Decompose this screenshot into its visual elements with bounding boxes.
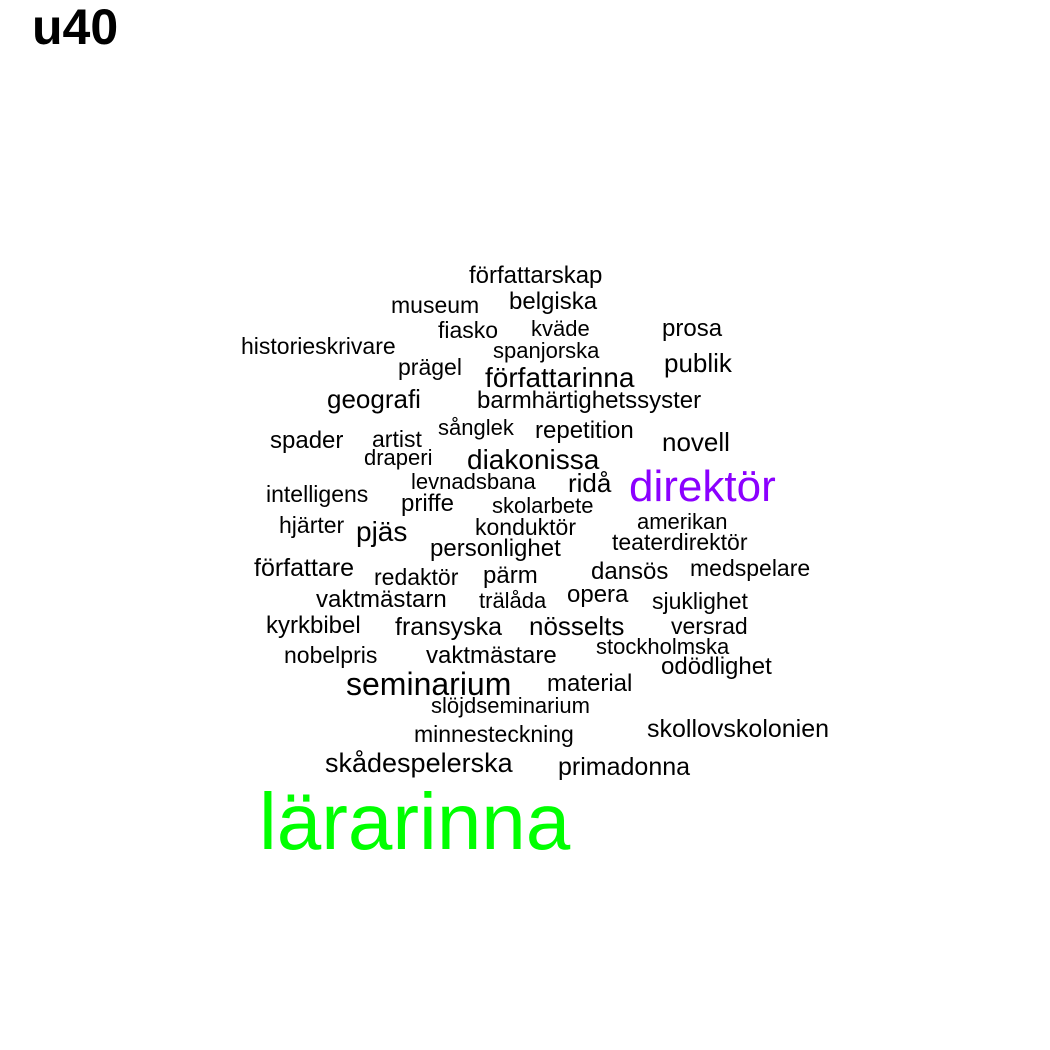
page-title: u40 (32, 0, 119, 55)
cloud-word: publik (664, 348, 732, 378)
cloud-word: fiasko (438, 317, 499, 343)
cloud-word: spanjorska (493, 338, 600, 363)
cloud-word: sånglek (438, 415, 514, 440)
cloud-word: skolarbete (492, 493, 594, 518)
cloud-word: museum (391, 292, 480, 318)
cloud-word: vaktmästarn (316, 586, 447, 613)
cloud-word: geografi (327, 384, 421, 414)
cloud-word: nobelpris (284, 642, 378, 668)
cloud-word: redaktör (374, 564, 459, 590)
cloud-word: diakonissa (467, 444, 600, 475)
cloud-word: versrad (671, 613, 748, 639)
cloud-word: spader (270, 427, 344, 454)
cloud-word: amerikan (637, 509, 728, 534)
cloud-word: direktör (629, 462, 776, 511)
cloud-word: prosa (662, 315, 723, 342)
cloud-word: draperi (364, 445, 433, 470)
cloud-word: barmhärtighetssyster (477, 387, 702, 414)
cloud-word: odödlighet (661, 653, 772, 680)
cloud-word: vaktmästare (426, 642, 557, 669)
cloud-word: belgiska (509, 288, 598, 315)
cloud-word: författarinna (485, 362, 635, 393)
cloud-word: priffe (401, 490, 454, 517)
cloud-word: skollovskolonien (647, 715, 830, 743)
cloud-word: medspelare (690, 555, 811, 581)
cloud-word: hjärter (279, 512, 345, 538)
cloud-word: historieskrivare (241, 333, 396, 359)
cloud-word: sjuklighet (652, 588, 748, 614)
cloud-word: pärm (483, 562, 538, 589)
cloud-word: levnadsbana (411, 469, 536, 494)
cloud-word: primadonna (558, 753, 691, 781)
cloud-word: stockholmska (596, 634, 730, 659)
cloud-word: kväde (531, 316, 590, 341)
cloud-word: prägel (398, 354, 462, 380)
cloud-word: kyrkbibel (266, 612, 361, 639)
cloud-word: artist (372, 426, 422, 452)
cloud-word: intelligens (266, 481, 369, 507)
cloud-word: författarskap (469, 262, 603, 289)
cloud-word: seminarium (346, 666, 512, 702)
cloud-word: minnesteckning (414, 721, 574, 747)
cloud-word: ridå (568, 468, 612, 498)
cloud-word: trälåda (479, 588, 547, 613)
cloud-word: pjäs (356, 516, 408, 547)
cloud-word: fransyska (395, 613, 502, 641)
cloud-word: lärarinna (259, 777, 571, 866)
cloud-word: slöjdseminarium (431, 693, 590, 718)
cloud-word: repetition (535, 417, 634, 444)
cloud-word: författare (254, 554, 355, 582)
cloud-word: novell (662, 427, 730, 457)
cloud-word: personlighet (430, 535, 561, 562)
cloud-word: teaterdirektör (612, 529, 748, 555)
cloud-word: dansös (591, 558, 669, 585)
cloud-word: opera (567, 581, 629, 608)
cloud-word: skådespelerska (325, 748, 513, 778)
cloud-word: nösselts (529, 611, 625, 641)
cloud-word: konduktör (475, 514, 577, 540)
cloud-word: material (547, 670, 633, 697)
